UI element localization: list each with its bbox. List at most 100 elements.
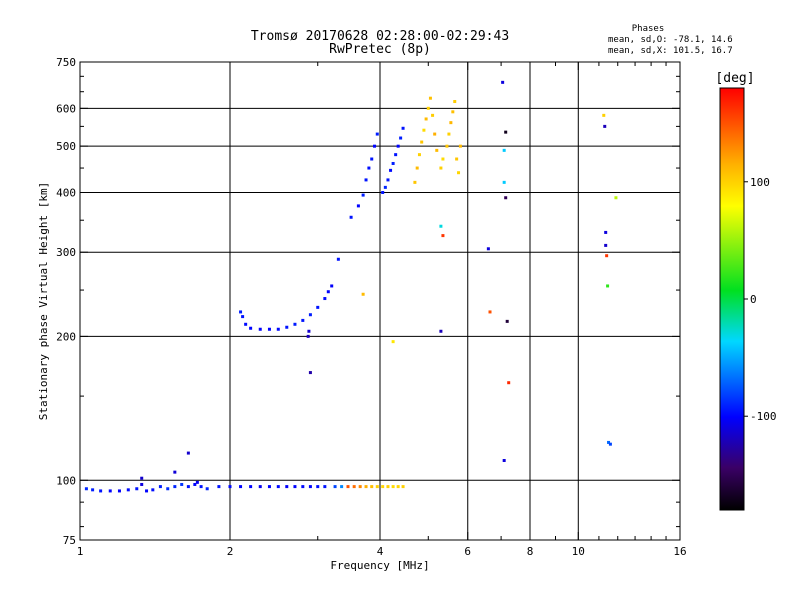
x-tick-label: 8 — [527, 545, 534, 558]
data-point — [249, 326, 253, 330]
x-tick-label: 2 — [227, 545, 234, 558]
data-point — [604, 243, 608, 247]
x-tick-label: 4 — [377, 545, 384, 558]
data-point — [608, 442, 612, 446]
data-point — [391, 485, 395, 489]
stats-title: Phases — [632, 24, 665, 34]
data-point — [217, 485, 221, 489]
y-tick-label: 75 — [63, 534, 76, 547]
data-point — [435, 148, 439, 152]
data-point — [422, 128, 426, 132]
data-point — [186, 485, 190, 489]
data-point — [293, 322, 297, 326]
data-point — [316, 305, 320, 309]
x-axis: 1 2 4 6 8 10 16 — [77, 62, 687, 558]
data-point — [301, 318, 305, 322]
data-point — [364, 178, 368, 182]
data-point — [502, 148, 506, 152]
data-point — [84, 487, 88, 491]
data-point — [502, 458, 506, 462]
data-point — [396, 144, 400, 148]
data-point — [426, 106, 430, 110]
y-axis: 75 100 200 300 400 500 600 750 — [56, 56, 680, 547]
data-point — [285, 485, 289, 489]
data-point — [258, 485, 262, 489]
data-point — [386, 485, 390, 489]
data-point — [193, 482, 197, 486]
data-point — [316, 485, 320, 489]
data-point — [361, 292, 365, 296]
data-point — [370, 157, 374, 161]
data-point — [381, 190, 385, 194]
data-point — [301, 485, 305, 489]
data-point — [383, 185, 387, 189]
data-point — [486, 247, 490, 251]
data-point — [352, 485, 356, 489]
data-point — [604, 230, 608, 234]
data-point — [205, 487, 209, 491]
data-point — [455, 157, 459, 161]
x-axis-label: Frequency [MHz] — [330, 559, 429, 572]
data-point — [361, 193, 365, 197]
data-point — [373, 144, 377, 148]
data-point — [199, 485, 203, 489]
data-point — [308, 313, 312, 317]
data-point — [151, 488, 155, 492]
chart-subtitle: RwPretec (8p) — [329, 42, 431, 57]
data-point — [401, 485, 405, 489]
colorbar-tick-label: -100 — [750, 410, 777, 423]
data-point — [333, 485, 337, 489]
data-point — [375, 132, 379, 136]
data-point — [401, 126, 405, 130]
data-point — [386, 178, 390, 182]
data-point — [323, 297, 327, 301]
data-point — [140, 476, 144, 480]
data-point — [258, 327, 262, 331]
data-point — [439, 224, 443, 228]
data-point — [180, 482, 184, 486]
data-point — [228, 485, 232, 489]
data-point — [428, 96, 432, 100]
grid-lines — [80, 62, 680, 540]
data-point — [502, 180, 506, 184]
data-point — [364, 485, 368, 489]
data-point — [91, 488, 95, 492]
data-point — [140, 482, 144, 486]
data-point — [346, 485, 350, 489]
data-point — [451, 110, 455, 114]
data-point — [358, 485, 362, 489]
data-point — [396, 485, 400, 489]
data-point — [394, 153, 398, 157]
stats-o-mode: mean, sd,O: -78.1, 14.6 — [608, 35, 733, 45]
data-point — [239, 485, 243, 489]
y-tick-label: 500 — [56, 140, 76, 153]
y-tick-label: 300 — [56, 246, 76, 259]
data-point — [449, 121, 453, 125]
data-point — [504, 196, 508, 200]
data-point — [99, 489, 103, 493]
data-point — [488, 310, 492, 314]
data-points — [84, 80, 618, 493]
data-point — [607, 440, 611, 444]
data-point — [413, 180, 417, 184]
data-point — [439, 329, 443, 333]
data-point — [453, 100, 457, 104]
data-point — [447, 132, 451, 136]
data-point — [323, 485, 327, 489]
data-point — [135, 487, 139, 491]
chart-title: Tromsø 20170628 02:28:00-02:29:43 — [251, 29, 509, 44]
data-point — [424, 117, 428, 121]
x-tick-label: 16 — [673, 545, 686, 558]
y-tick-label: 600 — [56, 102, 76, 115]
stats-x-mode: mean, sd,X: 101.5, 16.7 — [608, 46, 733, 56]
data-point — [505, 319, 509, 323]
data-point — [501, 80, 505, 84]
y-tick-label: 750 — [56, 56, 76, 69]
data-point — [276, 327, 280, 331]
data-point — [445, 144, 449, 148]
data-point — [145, 489, 149, 493]
data-point — [285, 325, 289, 329]
data-point — [389, 168, 393, 172]
x-tick-label: 1 — [77, 545, 84, 558]
